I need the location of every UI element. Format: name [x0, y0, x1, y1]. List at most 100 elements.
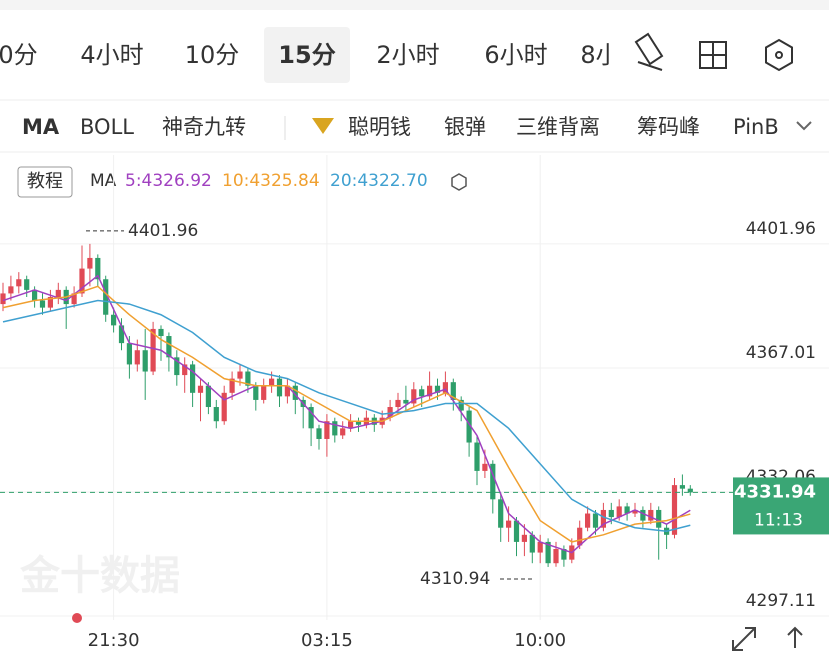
candle-body — [111, 314, 117, 326]
candle-body — [190, 364, 196, 393]
tool-tab[interactable]: 筹码峰 — [637, 115, 700, 139]
event-dot[interactable] — [72, 613, 82, 623]
candle-body — [95, 257, 101, 280]
candle-body — [585, 513, 591, 528]
ma-line — [2, 285, 691, 543]
timeframe-tab[interactable]: 0分 — [0, 41, 38, 69]
candle-body — [213, 407, 219, 422]
timeframe-tab[interactable]: 15分 — [278, 41, 335, 69]
candle-body — [158, 328, 164, 337]
timeframe-tab[interactable]: 4小时 — [80, 41, 143, 69]
timeframe-tab[interactable]: 2小时 — [376, 41, 439, 69]
candle-body — [197, 385, 204, 393]
tool-tab[interactable]: 三维背离 — [516, 115, 600, 139]
timeframe-tab[interactable]: 6小时 — [484, 41, 547, 69]
candle-body — [561, 549, 567, 560]
candle-body — [118, 325, 125, 344]
indicator-tab[interactable]: BOLL — [80, 115, 134, 139]
y-tick-label: 4297.11 — [746, 591, 816, 611]
candle-body — [79, 268, 85, 294]
candle-body — [600, 509, 606, 528]
ma-legend: 10:4325.84 — [222, 171, 320, 191]
more-chevron[interactable] — [796, 121, 812, 131]
candle-body — [458, 399, 464, 411]
candle-body — [553, 549, 559, 564]
candle-body — [419, 389, 425, 397]
expand-icon[interactable] — [732, 627, 756, 651]
ma-legend: 5:4326.92 — [125, 171, 212, 191]
candle-body — [276, 378, 283, 397]
candle-body — [284, 385, 290, 397]
candle-body — [616, 506, 622, 518]
candle-body — [0, 293, 6, 305]
tutorial-button[interactable] — [17, 166, 73, 198]
candle-body — [592, 513, 599, 528]
candle-body — [245, 371, 251, 386]
candle-body — [292, 385, 298, 400]
candle-body — [624, 506, 630, 514]
high-label: 4401.96 — [128, 221, 198, 241]
candle-body — [403, 399, 409, 404]
candle-body — [632, 509, 638, 514]
candle-body — [498, 499, 504, 528]
y-tick-label: 4401.96 — [746, 219, 816, 239]
candle-body — [474, 442, 480, 471]
ma-title: MA — [90, 171, 117, 191]
smart-money-icon — [312, 118, 334, 134]
price-box — [733, 477, 829, 535]
candle-body — [466, 410, 472, 443]
ma-settings-icon[interactable] — [451, 173, 467, 191]
candle-body — [324, 421, 330, 439]
x-tick-label: 21:30 — [88, 630, 140, 651]
layout-icon[interactable] — [699, 41, 727, 69]
active-tab-bg — [264, 27, 350, 83]
candle-body — [103, 279, 109, 315]
tutorial-label[interactable]: 教程 — [27, 171, 63, 192]
candle-body — [87, 257, 93, 269]
last-price: 4331.94 — [734, 481, 816, 502]
timeframe-tab[interactable]: 10分 — [185, 41, 240, 69]
candle-body — [221, 392, 227, 422]
candle-body — [24, 279, 30, 290]
candle-body — [269, 378, 275, 386]
status-strip — [0, 0, 829, 10]
candle-body — [16, 279, 22, 287]
tool-tab[interactable]: 聪明钱 — [348, 115, 411, 139]
candle-body — [434, 385, 441, 393]
candle-body — [166, 336, 172, 358]
candle-body — [395, 399, 401, 408]
countdown: 11:13 — [754, 510, 803, 530]
candle-body — [253, 385, 259, 400]
tool-tab[interactable]: PinB — [733, 115, 779, 139]
candle-body — [316, 428, 322, 439]
candle-body — [8, 286, 14, 294]
indicator-tab[interactable]: 神奇九转 — [162, 115, 246, 139]
candle-body — [513, 520, 520, 542]
candle-body — [506, 520, 512, 528]
timeframe-tabs: 0分4小时10分15分2小时6小时8小时 — [0, 27, 644, 83]
candle-body — [387, 407, 393, 418]
candle-body — [348, 421, 354, 429]
draw-tool-icon[interactable] — [634, 32, 664, 71]
candle-body — [450, 382, 456, 400]
indicator-row: MA BOLL 神奇九转 聪明钱 银弹 三维背离 筹码峰 PinB — [22, 115, 779, 139]
candle-body — [205, 385, 211, 408]
candle-body — [545, 541, 551, 564]
candle-body — [126, 343, 132, 365]
settings-icon[interactable] — [765, 38, 793, 72]
candle-body — [55, 289, 61, 297]
candle-body — [134, 350, 140, 365]
x-tick-label: 03:15 — [301, 630, 353, 651]
ma-legend: 20:4322.70 — [330, 171, 428, 191]
candle-body — [355, 421, 362, 425]
tool-tab[interactable]: 银弹 — [444, 115, 486, 139]
candle-body — [182, 364, 188, 376]
candle-body — [308, 407, 314, 429]
indicator-tab[interactable]: MA — [22, 115, 60, 139]
scroll-icon[interactable] — [787, 626, 803, 648]
candle-body — [687, 488, 693, 493]
candle-body — [237, 371, 243, 379]
candle-body — [340, 428, 346, 436]
